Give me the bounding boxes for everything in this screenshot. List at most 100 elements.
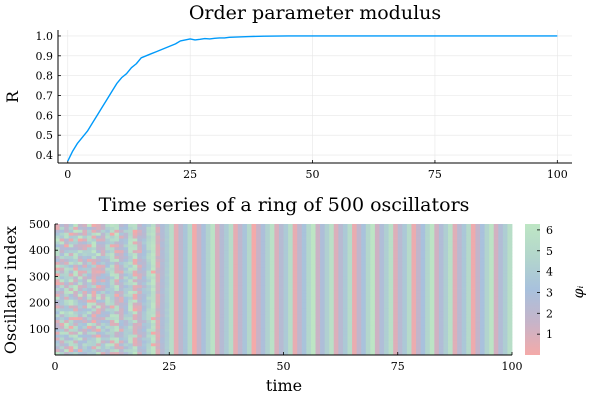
heatmap-cell (274, 258, 280, 263)
heatmap-cell (493, 320, 499, 324)
heatmap-cell (169, 288, 175, 292)
heatmap-cell (461, 279, 467, 283)
heatmap-cell (384, 270, 390, 274)
heatmap-cell (265, 250, 271, 254)
heatmap-cell (228, 346, 234, 350)
heatmap-cell (429, 241, 435, 245)
heatmap-cell (301, 253, 307, 257)
heatmap-cell (338, 305, 344, 309)
heatmap-cell (416, 308, 421, 312)
heatmap-cell (155, 311, 161, 315)
heatmap-cell (438, 282, 444, 286)
heatmap-cell (315, 282, 321, 286)
heatmap-cell (324, 244, 330, 248)
heatmap-cell (434, 302, 440, 306)
heatmap-cell (333, 352, 339, 356)
heatmap-cell (196, 296, 202, 301)
heatmap-cell (187, 244, 193, 248)
heatmap-cell (132, 267, 138, 271)
heatmap-cell (256, 314, 262, 318)
heatmap-cell (457, 349, 463, 353)
heatmap-cell (457, 261, 463, 266)
heatmap-cell (155, 299, 161, 303)
heatmap-cell (55, 279, 60, 283)
heatmap-cell (178, 314, 184, 318)
heatmap-cell (470, 229, 476, 234)
heatmap-cell (365, 273, 371, 277)
heatmap-cell (402, 261, 408, 266)
heatmap-cell (374, 296, 380, 301)
heatmap-cell (82, 279, 88, 283)
heatmap-cell (146, 232, 152, 237)
heatmap-cell (361, 238, 367, 242)
heatmap-cell (228, 250, 234, 254)
heatmap-cell (466, 308, 472, 312)
heatmap-cell (306, 276, 312, 280)
heatmap-cell (96, 308, 102, 312)
heatmap-cell (374, 331, 380, 336)
heatmap-cell (329, 346, 335, 350)
heatmap-cell (310, 250, 316, 254)
heatmap-cell (416, 224, 421, 228)
heatmap-cell (365, 314, 371, 318)
heatmap-cell (192, 235, 198, 239)
heatmap-cell (96, 331, 102, 336)
heatmap-cell (192, 343, 198, 347)
heatmap-cell (493, 308, 499, 312)
heatmap-cell (443, 276, 449, 280)
heatmap-cell (210, 320, 216, 324)
heatmap-cell (484, 340, 490, 344)
heatmap-cell (269, 311, 275, 315)
heatmap-cell (347, 325, 353, 330)
heatmap-cell (333, 311, 339, 315)
heatmap-cell (438, 224, 444, 228)
heatmap-cell (374, 238, 380, 242)
heatmap-cell (233, 258, 239, 263)
heatmap-cell (370, 267, 376, 271)
heatmap-cell (141, 322, 147, 327)
heatmap-cell (420, 224, 426, 228)
heatmap-cell (310, 264, 316, 269)
heatmap-cell (388, 334, 394, 338)
heatmap-cell (329, 232, 335, 237)
heatmap-cell (137, 264, 143, 269)
heatmap-cell (384, 337, 390, 341)
heatmap-cell (443, 322, 449, 327)
heatmap-cell (489, 238, 495, 242)
heatmap-cell (411, 226, 417, 231)
heatmap-cell (210, 317, 216, 321)
heatmap-cell (114, 322, 120, 327)
heatmap-cell (274, 299, 280, 303)
heatmap-cell (393, 302, 399, 306)
heatmap-cell (420, 334, 426, 338)
heatmap-cell (438, 250, 444, 254)
heatmap-cell (173, 340, 179, 344)
heatmap-cell (374, 337, 380, 341)
heatmap-cell (260, 224, 266, 228)
heatmap-cell (393, 282, 399, 286)
heatmap-cell (347, 250, 353, 254)
heatmap-cell (283, 282, 289, 286)
heatmap-cell (324, 349, 330, 353)
heatmap-cell (64, 229, 70, 234)
heatmap-cell (452, 232, 458, 237)
heatmap-cell (329, 261, 335, 266)
heatmap-cell (118, 235, 124, 239)
heatmap-cell (448, 340, 453, 344)
heatmap-cell (356, 279, 362, 283)
heatmap-cell (338, 331, 344, 336)
heatmap-cell (114, 224, 120, 228)
heatmap-cell (315, 253, 321, 257)
heatmap-cell (434, 241, 440, 245)
heatmap-cell (100, 296, 106, 301)
heatmap-cell (434, 328, 440, 333)
heatmap-cell (178, 296, 184, 301)
heatmap-cell (242, 331, 248, 336)
heatmap-cell (201, 238, 207, 242)
heatmap-cell (448, 258, 453, 263)
heatmap-cell (173, 253, 179, 257)
heatmap-cell (205, 308, 211, 312)
heatmap-cell (233, 311, 239, 315)
heatmap-cell (256, 244, 262, 248)
heatmap-cell (489, 224, 495, 228)
